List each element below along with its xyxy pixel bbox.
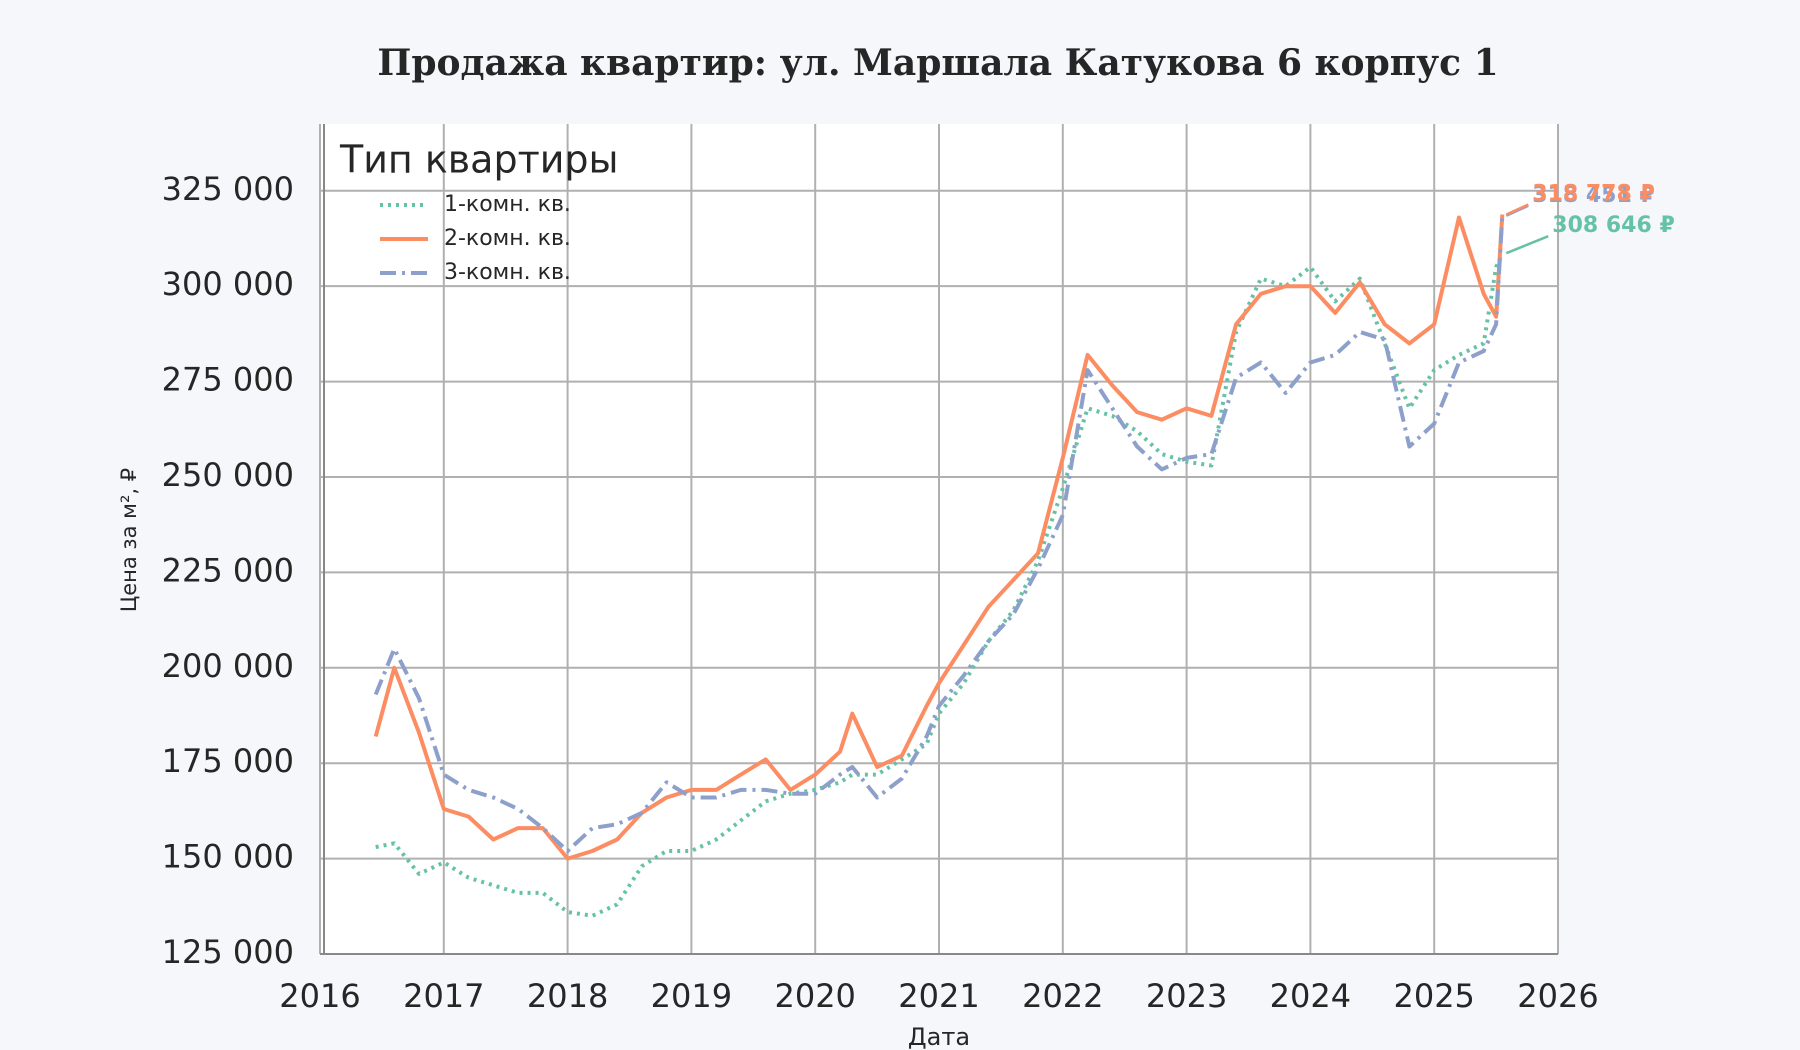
series-line xyxy=(375,252,1505,918)
y-tick-label: 225 000 xyxy=(162,551,294,589)
y-tick-label: 150 000 xyxy=(162,838,294,876)
x-tick-label: 2026 xyxy=(1517,977,1598,1015)
legend-label: 2-комн. кв. xyxy=(444,226,571,251)
x-tick-label: 2017 xyxy=(403,977,484,1015)
chart-title: Продажа квартир: ул. Маршала Катукова 6 … xyxy=(377,42,1498,84)
y-axis-label: Цена за м², ₽ xyxy=(117,468,141,612)
legend-label: 1-комн. кв. xyxy=(444,192,571,217)
x-tick-label: 2025 xyxy=(1393,977,1474,1015)
x-tick-label: 2022 xyxy=(1022,977,1103,1015)
series-line xyxy=(373,215,1505,853)
y-tick-label: 325 000 xyxy=(162,170,294,208)
x-tick-label: 2021 xyxy=(898,977,979,1015)
y-tick-label: 300 000 xyxy=(162,265,294,303)
annotation: 318 451 ₽ xyxy=(1532,183,1654,208)
legend-title: Тип квартиры xyxy=(339,138,619,182)
x-tick-label: 2020 xyxy=(774,977,855,1015)
y-tick-label: 250 000 xyxy=(162,456,294,494)
y-tick-label: 175 000 xyxy=(162,742,294,780)
x-tick-label: 2016 xyxy=(279,977,360,1015)
x-tick-label: 2024 xyxy=(1270,977,1351,1015)
series-line xyxy=(373,214,1505,861)
legend-label: 3-комн. кв. xyxy=(444,260,571,285)
annotation-arrow xyxy=(1505,235,1549,255)
x-axis-label: Дата xyxy=(908,1023,970,1050)
x-tick-label: 2023 xyxy=(1146,977,1227,1015)
x-tick-label: 2018 xyxy=(527,977,608,1015)
y-tick-label: 125 000 xyxy=(162,933,294,971)
x-tick-label: 2019 xyxy=(651,977,732,1015)
y-tick-label: 275 000 xyxy=(162,361,294,399)
annotation: 308 646 ₽ xyxy=(1552,213,1674,238)
y-tick-label: 200 000 xyxy=(162,647,294,685)
annotation-arrow xyxy=(1505,203,1529,216)
annotation: 318 778 ₽ xyxy=(1532,182,1654,207)
